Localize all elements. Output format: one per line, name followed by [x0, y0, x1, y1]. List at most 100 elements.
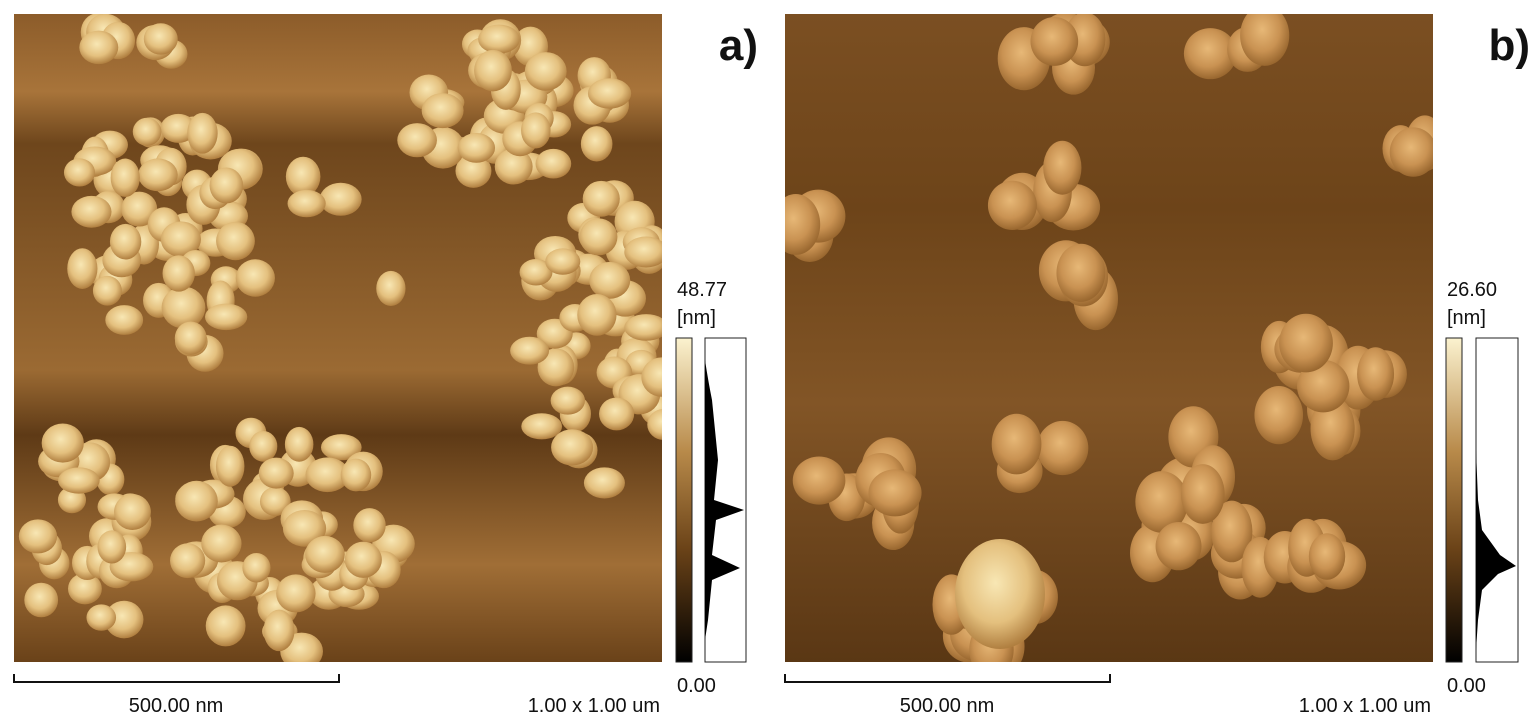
particle	[521, 112, 551, 149]
particle	[305, 457, 350, 493]
particle	[320, 434, 362, 461]
particle	[1240, 14, 1290, 66]
particle	[305, 535, 345, 573]
particle	[63, 158, 96, 187]
scale-bar	[784, 674, 1111, 683]
particle	[258, 457, 294, 489]
scan-size: 1.00 x 1.00 um	[1299, 695, 1431, 717]
particle	[550, 386, 585, 415]
particle	[175, 480, 218, 522]
particle	[71, 195, 112, 228]
particle	[249, 430, 278, 462]
particle	[1135, 471, 1189, 533]
particle	[457, 133, 496, 163]
particle	[276, 574, 316, 613]
particle	[1056, 243, 1106, 302]
particle	[1043, 140, 1082, 195]
particle	[187, 112, 218, 154]
particle	[58, 467, 100, 494]
min-value: 0.00	[1447, 675, 1486, 697]
particle	[421, 93, 464, 129]
particle	[1308, 533, 1346, 580]
histogram	[705, 360, 744, 640]
particle	[216, 221, 255, 261]
particle	[1357, 347, 1395, 401]
particle	[1180, 464, 1225, 524]
particle	[494, 148, 533, 185]
particle	[162, 255, 195, 292]
particle	[67, 248, 98, 289]
particle	[624, 236, 662, 268]
particle	[161, 286, 206, 329]
particle	[160, 221, 201, 257]
particle	[344, 541, 382, 578]
particle	[79, 30, 119, 65]
particle	[110, 158, 140, 197]
particle	[551, 429, 594, 466]
particle	[1389, 127, 1433, 177]
particle	[282, 510, 327, 547]
particle	[170, 543, 206, 579]
panel-label: a)	[719, 21, 758, 70]
unit: [nm]	[677, 307, 716, 329]
particle	[138, 158, 178, 192]
particle	[580, 126, 613, 162]
particle	[24, 582, 59, 618]
particle	[174, 321, 207, 355]
scale-bar	[13, 674, 340, 683]
particle	[284, 426, 314, 462]
particle	[287, 189, 326, 218]
particle	[67, 573, 102, 605]
particle	[209, 167, 244, 204]
particle	[521, 413, 563, 440]
particle	[215, 445, 245, 487]
max-value: 26.60	[1447, 279, 1497, 301]
histogram	[1476, 450, 1516, 650]
particle	[478, 24, 520, 54]
particle	[104, 600, 144, 639]
particle	[1279, 313, 1333, 373]
particle	[109, 223, 142, 260]
afm-particles	[18, 14, 662, 662]
afm-particles	[785, 14, 1433, 662]
particle	[510, 336, 550, 365]
particle	[353, 508, 386, 543]
particle	[624, 314, 662, 341]
particle	[97, 530, 127, 564]
scale-bar-label: 500.00 nm	[900, 695, 995, 717]
particle	[1183, 28, 1237, 80]
particle	[579, 218, 618, 256]
particle	[535, 148, 572, 179]
particle	[987, 180, 1037, 230]
particle	[641, 357, 662, 397]
particle	[1036, 420, 1089, 476]
particle	[474, 49, 512, 92]
particle	[204, 303, 248, 331]
particle	[589, 261, 631, 299]
particle	[41, 423, 84, 463]
particle	[868, 469, 922, 517]
histogram-box	[1475, 337, 1519, 663]
particle	[105, 305, 144, 335]
particle	[991, 413, 1042, 475]
particle	[577, 294, 617, 336]
unit: [nm]	[1447, 307, 1486, 329]
min-value: 0.00	[677, 675, 716, 697]
particle	[201, 524, 242, 563]
particle	[1155, 522, 1202, 571]
particle	[242, 552, 271, 583]
color-bar	[675, 337, 693, 663]
particle	[160, 113, 197, 143]
panel-label: b)	[1488, 21, 1530, 70]
particle	[235, 259, 275, 297]
particle	[319, 182, 362, 216]
particle	[545, 248, 581, 275]
particle	[132, 117, 162, 146]
particle	[1310, 396, 1355, 461]
particle	[18, 519, 58, 554]
particle	[143, 23, 178, 55]
particle	[259, 487, 291, 516]
particle	[263, 609, 295, 652]
particle	[455, 153, 492, 188]
